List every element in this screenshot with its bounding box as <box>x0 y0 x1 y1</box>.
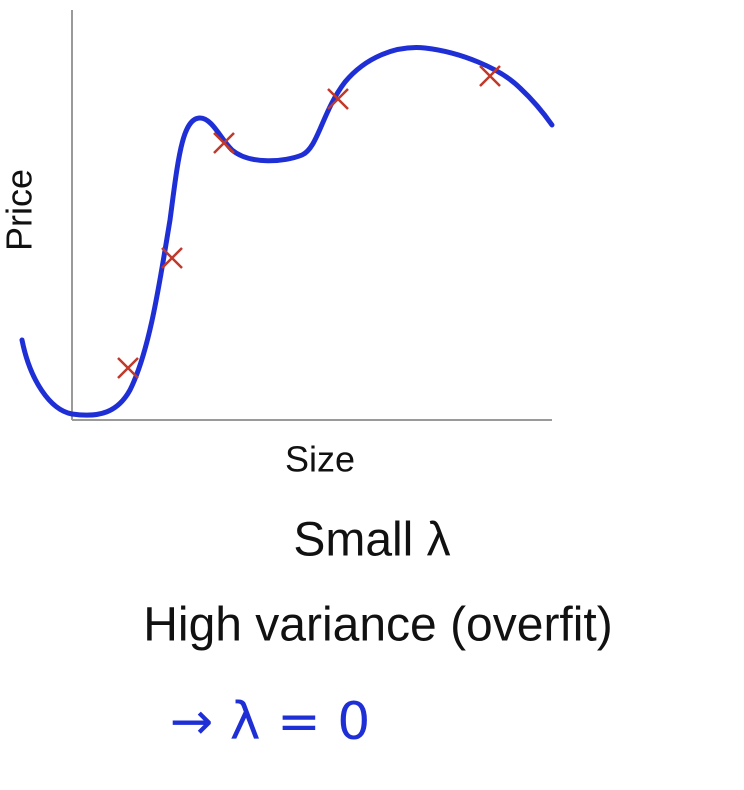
handwritten-note: → λ = 0 <box>170 692 371 752</box>
overfit-curve <box>19 45 555 418</box>
data-point <box>213 132 235 154</box>
data-point <box>479 65 501 87</box>
y-axis-label: Price <box>0 169 40 251</box>
data-point <box>327 88 349 110</box>
caption-line: High variance (overfit) <box>143 599 613 652</box>
caption-line: Small λ <box>293 514 450 567</box>
data-point <box>117 357 139 379</box>
x-axis-label: Size <box>285 439 355 480</box>
data-point <box>161 247 183 269</box>
data-points <box>117 65 501 379</box>
